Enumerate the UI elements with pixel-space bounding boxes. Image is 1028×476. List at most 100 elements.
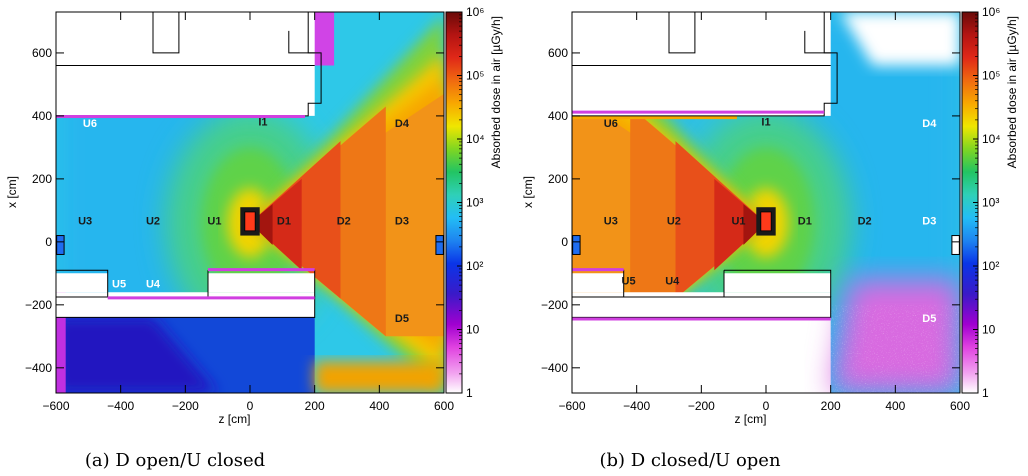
y-tick-label: 200 bbox=[32, 172, 52, 186]
y-tick-label: 400 bbox=[548, 109, 568, 123]
x-tick-label: 400 bbox=[885, 399, 905, 413]
wall-outline bbox=[152, 12, 180, 54]
panel-caption: (a) D open/U closed bbox=[85, 450, 265, 471]
x-tick-label: −400 bbox=[623, 399, 650, 413]
colorbar-tick-label: 10⁵ bbox=[466, 69, 484, 83]
wall-outline bbox=[804, 30, 831, 54]
x-tick-label: −200 bbox=[688, 399, 715, 413]
colorbar-tick-label: 10⁴ bbox=[466, 132, 485, 146]
x-tick-label: −600 bbox=[42, 399, 69, 413]
x-tick-label: 0 bbox=[763, 399, 770, 413]
region-label-u2: U2 bbox=[146, 216, 160, 228]
region-label-d1: D1 bbox=[798, 216, 812, 228]
region-label-u5: U5 bbox=[112, 279, 126, 291]
colorbar-tick-label: 1 bbox=[466, 386, 473, 400]
field-bottom-right bbox=[314, 361, 444, 393]
y-tick-label: −400 bbox=[25, 361, 52, 375]
region-label-u4: U4 bbox=[146, 279, 161, 291]
region-label-d3: D3 bbox=[395, 216, 409, 228]
y-axis-label: x [cm] bbox=[521, 176, 535, 208]
probe-right bbox=[951, 235, 960, 255]
region-label-u3: U3 bbox=[78, 216, 92, 228]
region-label-d4: D4 bbox=[395, 118, 410, 130]
colorbar-tick-label: 10 bbox=[982, 323, 996, 337]
probe-right bbox=[435, 235, 444, 255]
x-axis-label: z [cm] bbox=[734, 412, 766, 426]
region-label-u6: U6 bbox=[604, 118, 618, 130]
region-label-i1: I1 bbox=[761, 116, 770, 128]
region-label-i1: I1 bbox=[258, 116, 267, 128]
region-label-u6: U6 bbox=[83, 118, 97, 130]
y-tick-label: −400 bbox=[541, 361, 568, 375]
beam-fan-band bbox=[250, 204, 273, 245]
colorbar-tick-label: 10³ bbox=[466, 196, 483, 210]
region-label-d5: D5 bbox=[395, 313, 409, 325]
colorbar-tick-label: 10⁴ bbox=[982, 132, 1001, 146]
dose-map bbox=[572, 12, 960, 393]
region-label-u5: U5 bbox=[622, 275, 636, 287]
colorbar-label: Absorbed dose in air [µGy/h] bbox=[1005, 16, 1019, 168]
y-axis-label: x [cm] bbox=[5, 176, 19, 208]
colorbar-tick-label: 10² bbox=[982, 259, 999, 273]
colorbar-label: Absorbed dose in air [µGy/h] bbox=[489, 16, 503, 168]
source-core bbox=[760, 211, 772, 232]
x-tick-label: 600 bbox=[434, 399, 454, 413]
colorbar-tick-label: 10² bbox=[466, 259, 483, 273]
y-tick-label: 0 bbox=[45, 235, 52, 249]
probe-left bbox=[56, 235, 65, 255]
colorbar-tick-label: 1 bbox=[982, 386, 989, 400]
shield-wall bbox=[56, 292, 315, 318]
colorbar-tick-label: 10⁶ bbox=[982, 5, 1000, 19]
colorbar-tick-label: 10⁵ bbox=[982, 69, 1000, 83]
region-label-u2: U2 bbox=[667, 216, 681, 228]
shield-wall bbox=[724, 273, 831, 293]
x-tick-label: 0 bbox=[247, 399, 254, 413]
region-label-u1: U1 bbox=[207, 216, 221, 228]
shield-wall bbox=[572, 292, 831, 318]
beam-fan-band bbox=[250, 178, 302, 271]
source-core bbox=[244, 211, 256, 232]
wall-outline bbox=[724, 269, 832, 297]
wall-outline bbox=[668, 12, 696, 54]
field-sparse-noise bbox=[830, 304, 960, 393]
x-tick-label: 200 bbox=[821, 399, 841, 413]
region-label-d3: D3 bbox=[922, 216, 936, 228]
panel-a: U6 I1 D4 U3 U2 U1 D1 D2 D3 U5 U4 D5 −600 −400 −200 0 200… bbox=[5, 5, 503, 471]
x-tick-label: 600 bbox=[950, 399, 970, 413]
beam-fan-band bbox=[743, 204, 766, 245]
x-tick-label: −600 bbox=[558, 399, 585, 413]
wall-outline bbox=[288, 30, 315, 54]
shield-wall bbox=[572, 273, 624, 293]
shield-wall bbox=[208, 273, 315, 293]
y-tick-label: −200 bbox=[25, 298, 52, 312]
region-label-d5: D5 bbox=[922, 313, 936, 325]
y-tick-label: 600 bbox=[548, 46, 568, 60]
shield-wall bbox=[56, 273, 108, 293]
y-tick-label: 400 bbox=[32, 109, 52, 123]
shield-wall bbox=[572, 12, 831, 116]
x-tick-label: 400 bbox=[369, 399, 389, 413]
region-label-d1: D1 bbox=[277, 216, 291, 228]
region-label-d2: D2 bbox=[337, 216, 351, 228]
x-tick-label: −400 bbox=[107, 399, 134, 413]
x-axis-label: z [cm] bbox=[218, 412, 250, 426]
colorbar-tick-label: 10⁶ bbox=[466, 5, 484, 19]
panel-caption: (b) D closed/U open bbox=[599, 450, 780, 471]
wall-outline bbox=[572, 296, 832, 318]
probe-left bbox=[572, 235, 581, 255]
y-tick-label: 600 bbox=[32, 46, 52, 60]
x-tick-label: 200 bbox=[305, 399, 325, 413]
y-tick-label: 200 bbox=[548, 172, 568, 186]
colorbar-tick-label: 10³ bbox=[982, 196, 999, 210]
colorbar-tick-label: 10 bbox=[466, 323, 480, 337]
field-empty-bottom bbox=[572, 311, 831, 393]
y-tick-label: −200 bbox=[541, 298, 568, 312]
region-label-d4: D4 bbox=[922, 118, 937, 130]
field-empty-top bbox=[840, 12, 960, 66]
field-shielded-deep bbox=[56, 317, 218, 393]
region-label-u3: U3 bbox=[604, 216, 618, 228]
dose-map bbox=[56, 12, 444, 393]
beam-fan-band bbox=[714, 178, 766, 271]
shield-wall bbox=[56, 12, 315, 116]
